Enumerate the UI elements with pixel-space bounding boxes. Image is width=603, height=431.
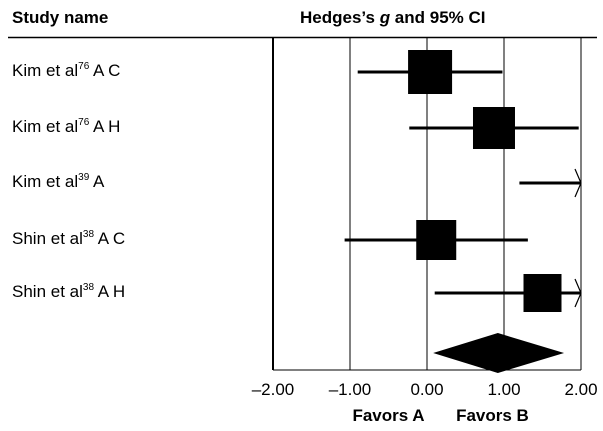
summary-diamond [433, 333, 565, 373]
study-label: Shin et al38 A C [12, 229, 125, 252]
ci-arrow [574, 168, 582, 198]
header-effect-pre: Hedges’s [300, 8, 380, 27]
study-ref: 38 [82, 282, 95, 293]
study-suffix: A [89, 172, 105, 191]
tick-label: 1.00 [487, 380, 520, 399]
effect-square [408, 50, 453, 94]
study-ref: 76 [78, 117, 90, 128]
ci-arrow [574, 278, 582, 308]
study-suffix: A C [94, 229, 126, 248]
study-suffix: A H [94, 282, 126, 301]
header-effect-post: and 95% CI [390, 8, 486, 27]
study-ref: 38 [82, 229, 95, 240]
study-suffix: A H [89, 117, 121, 136]
header-study-name: Study name [12, 8, 109, 27]
study-label: Shin et al38 A H [12, 282, 125, 305]
effect-square [523, 274, 562, 312]
header-effect-size: Hedges’s g and 95% CI [300, 8, 486, 28]
study-name: Shin et al [12, 229, 83, 248]
tick-label: –2.00 [252, 380, 295, 399]
study-name: Shin et al [12, 282, 83, 301]
tick-label: 0.00 [410, 380, 443, 399]
study-name: Kim et al [12, 61, 79, 80]
study-ref: 39 [78, 172, 90, 183]
study-ref: 76 [78, 61, 90, 72]
effect-square [472, 107, 515, 149]
tick-label: –1.00 [329, 380, 372, 399]
study-name: Kim et al [12, 172, 79, 191]
favors-b-label: Favors B [456, 406, 529, 425]
favors-a-label: Favors A [352, 406, 424, 425]
effect-square [416, 220, 457, 260]
header-effect-var: g [379, 8, 391, 27]
study-label: Kim et al39 A [12, 172, 104, 195]
study-label: Kim et al76 A H [12, 117, 120, 140]
study-name: Kim et al [12, 117, 79, 136]
tick-label: 2.00 [564, 380, 597, 399]
study-suffix: A C [89, 61, 121, 80]
study-label: Kim et al76 A C [12, 61, 120, 84]
